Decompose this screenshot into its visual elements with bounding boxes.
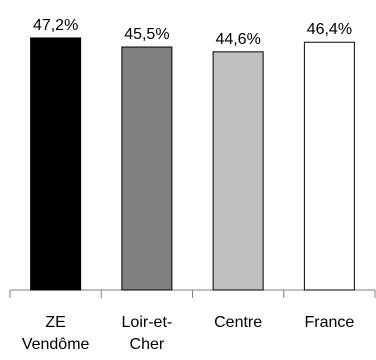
value-label: 46,4% bbox=[307, 21, 352, 38]
value-label: 44,6% bbox=[215, 31, 260, 48]
x-tick-label: Centre bbox=[214, 314, 263, 331]
value-label: 45,5% bbox=[124, 26, 169, 43]
x-tick-label: Loir-et-Cher bbox=[121, 314, 173, 353]
value-label: 47,2% bbox=[33, 17, 78, 34]
x-tick-label: ZE Vendôme bbox=[21, 314, 90, 353]
x-tick-label: France bbox=[304, 314, 355, 331]
bar bbox=[30, 37, 82, 291]
bar bbox=[303, 41, 355, 291]
bar bbox=[121, 46, 173, 291]
bar bbox=[212, 51, 264, 291]
